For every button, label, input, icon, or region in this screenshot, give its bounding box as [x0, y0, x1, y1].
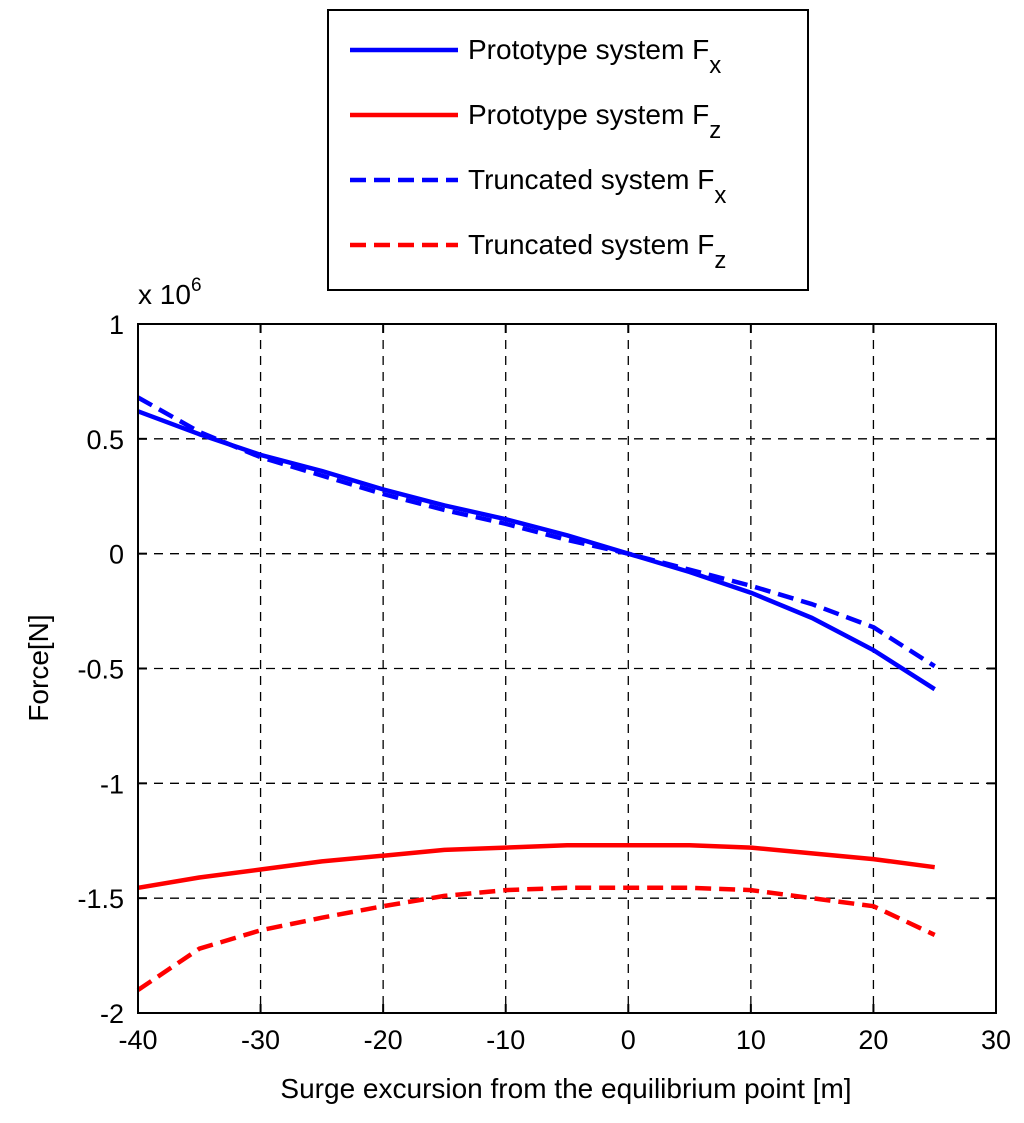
x-tick-label: -40	[118, 1025, 157, 1055]
legend-label-subscript: z	[709, 117, 721, 144]
legend-label-2: Prototype system Fz	[468, 99, 721, 144]
legend-label-subscript: x	[709, 52, 721, 79]
legend-label-1: Prototype system Fx	[468, 34, 721, 79]
series-line-1	[137, 409, 936, 692]
legend-label-base: Truncated system F	[468, 164, 714, 195]
x-tick-label: 10	[736, 1025, 766, 1055]
y-tick-labels: 1 0.5 0 -0.5 -1 -1.5 -2	[77, 310, 124, 1029]
grid	[138, 324, 996, 1013]
legend-label-base: Prototype system F	[468, 34, 709, 65]
legend-label-subscript: z	[714, 247, 726, 274]
series-line-4	[136, 885, 936, 992]
x-axis-label: Surge excursion from the equilibrium poi…	[280, 1073, 851, 1104]
y-tick-label: -0.5	[77, 655, 124, 685]
y-tick-label: 0	[109, 540, 124, 570]
series-lines	[136, 395, 936, 992]
y-exponent-power: 6	[191, 275, 202, 296]
y-axis-label: Force[N]	[23, 614, 54, 721]
series-line-3	[136, 395, 936, 669]
y-tick-label: -1.5	[77, 884, 124, 914]
legend-label-3: Truncated system Fx	[468, 164, 726, 209]
y-tick-label: -1	[100, 769, 124, 799]
y-exponent: x 106	[138, 275, 202, 310]
x-tick-labels: -40 -30 -20 -10 0 10 20 30	[118, 1025, 1011, 1055]
x-tick-label: 20	[858, 1025, 888, 1055]
y-tick-label: 1	[109, 310, 124, 340]
legend-label-base: Truncated system F	[468, 229, 714, 260]
legend-label-4: Truncated system Fz	[468, 229, 726, 274]
y-exponent-base: x 10	[138, 279, 191, 310]
y-tick-label: 0.5	[86, 425, 124, 455]
series-line-2	[137, 843, 935, 891]
x-tick-label: -10	[486, 1025, 525, 1055]
x-tick-label: 30	[981, 1025, 1011, 1055]
x-tick-label: -20	[364, 1025, 403, 1055]
x-tick-label: 0	[621, 1025, 636, 1055]
ticks	[137, 323, 997, 1014]
y-tick-label: -2	[100, 999, 124, 1029]
legend-label-subscript: x	[714, 182, 726, 209]
legend-label-base: Prototype system F	[468, 99, 709, 130]
x-tick-label: -30	[241, 1025, 280, 1055]
